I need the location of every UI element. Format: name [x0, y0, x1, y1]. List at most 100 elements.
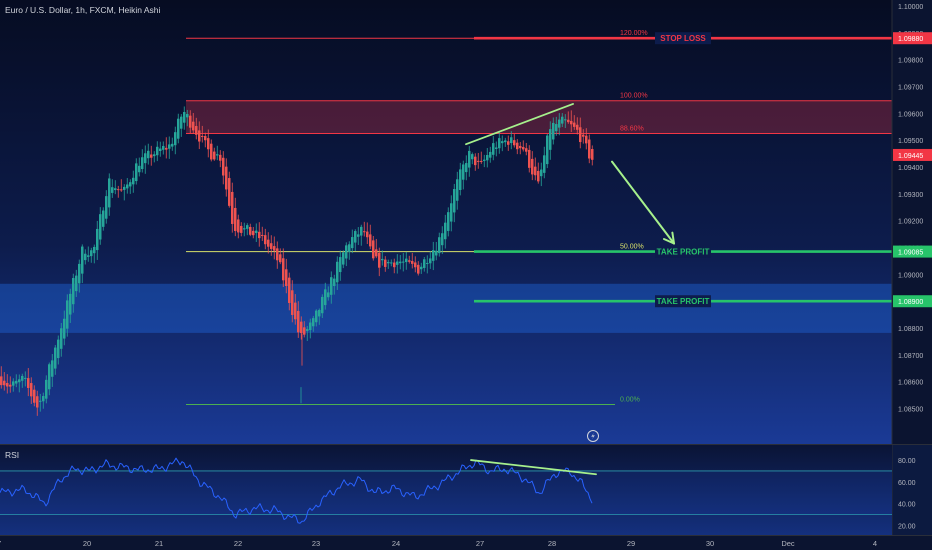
- candle-body: [588, 139, 591, 159]
- candle-body: [159, 148, 162, 152]
- candle-body: [54, 347, 57, 369]
- candle-body: [585, 135, 588, 144]
- candle-body: [546, 135, 549, 165]
- candle-body: [507, 141, 510, 145]
- candle-body: [570, 120, 573, 125]
- candle-body: [339, 257, 342, 273]
- bearish-divergence-trendline[interactable]: [465, 103, 574, 146]
- candle-body: [195, 126, 198, 135]
- candle-body: [489, 151, 492, 158]
- candle-body: [210, 143, 213, 160]
- candle-body: [78, 263, 81, 284]
- candle-body: [297, 310, 300, 333]
- candle-body: [336, 261, 339, 283]
- candle-body: [120, 189, 123, 191]
- candle-body: [108, 178, 111, 208]
- candle-body: [447, 212, 450, 231]
- candle-body: [246, 225, 249, 229]
- time-tick-label: 29: [627, 539, 635, 548]
- time-tick-label: 22: [234, 539, 242, 548]
- rsi-band: [0, 470, 892, 515]
- price-badge: [893, 148, 932, 161]
- price-tick-label: 1.09200: [898, 219, 923, 226]
- candle-body: [135, 163, 138, 182]
- price-pane[interactable]: 120.00% 100.00% 88.60% 50.00% 0.00% STOP LOS…: [0, 0, 892, 444]
- fib-level-label: 0.00%: [620, 397, 640, 404]
- candle-body: [414, 262, 417, 268]
- time-tick-label: 20: [83, 539, 91, 548]
- rsi-divergence-trendline[interactable]: [470, 459, 597, 476]
- candle-body: [276, 248, 279, 261]
- candle-body: [378, 252, 381, 268]
- candle-body: [306, 329, 309, 331]
- candle-body: [534, 166, 537, 176]
- candle-body: [579, 127, 582, 143]
- fib-level-label: 50.00%: [620, 244, 644, 251]
- candle-body: [519, 145, 522, 149]
- candle-body: [318, 309, 321, 317]
- candle-body: [18, 379, 21, 383]
- candle-body: [357, 234, 360, 237]
- candle-body: [483, 159, 486, 161]
- candle-body: [165, 147, 168, 150]
- candle-body: [432, 250, 435, 261]
- candle-body: [117, 189, 120, 191]
- time-tick-label: 23: [312, 539, 320, 548]
- time-tick-label: 27: [476, 539, 484, 548]
- candle-body: [162, 145, 165, 150]
- candle-body: [63, 318, 66, 339]
- candle-body: [132, 177, 135, 185]
- candle-body: [258, 231, 261, 239]
- candle-body: [294, 302, 297, 320]
- candle-body: [498, 138, 501, 149]
- candle-body: [402, 261, 405, 263]
- candle-body: [330, 277, 333, 295]
- candle-body: [48, 364, 51, 390]
- candle-body: [174, 132, 177, 146]
- candle-body: [369, 234, 372, 247]
- price-tick-label: 1.09300: [898, 192, 923, 199]
- projection-arrow[interactable]: [611, 160, 675, 245]
- candle-body: [465, 163, 468, 173]
- candle-body: [30, 383, 33, 397]
- candle-body: [504, 140, 507, 143]
- candle-body: [522, 147, 525, 150]
- candle-body: [141, 157, 144, 170]
- time-tick-label: 21: [155, 539, 163, 548]
- candle-body: [540, 169, 543, 177]
- candle-body: [33, 389, 36, 403]
- time-axis[interactable]: 17 20 21 22 23 24 27 28 29 30 Dec 4: [0, 535, 932, 550]
- candle-body: [411, 261, 414, 264]
- candle-body: [123, 186, 126, 190]
- candle-body: [351, 237, 354, 249]
- price-axis[interactable]: 1.100001.099001.098001.097001.096001.095…: [891, 0, 932, 550]
- candle-body: [87, 255, 90, 257]
- candle-body: [441, 233, 444, 246]
- replay-icon[interactable]: [587, 430, 599, 442]
- price-tick-label: 1.09500: [898, 138, 923, 145]
- candle-body: [495, 147, 498, 149]
- candle-body: [429, 258, 432, 264]
- candle-body: [303, 327, 306, 335]
- candle-body: [285, 269, 288, 287]
- candle-body: [252, 230, 255, 236]
- rsi-pane[interactable]: RSI 80.00 60.00 40.00 20.00: [0, 445, 916, 535]
- candle-body: [243, 228, 246, 230]
- candle-body: [354, 231, 357, 243]
- candle-body: [420, 266, 423, 270]
- price-tick-label: 1.09400: [898, 165, 923, 172]
- candle-body: [366, 231, 369, 238]
- rsi-line[interactable]: [0, 457, 593, 524]
- candle-body: [390, 262, 393, 264]
- candle-body: [150, 154, 153, 158]
- candle-body: [381, 258, 384, 261]
- candle-body: [387, 262, 390, 264]
- time-tick-label: 28: [548, 539, 556, 548]
- candle-body: [36, 396, 39, 408]
- candle-body: [204, 136, 207, 141]
- candle-body: [129, 182, 132, 187]
- header: Euro / U.S. Dollar, 1h, FXCM, Heikin Ash…: [5, 5, 161, 15]
- candle-body: [492, 143, 495, 155]
- candle-body: [84, 253, 87, 261]
